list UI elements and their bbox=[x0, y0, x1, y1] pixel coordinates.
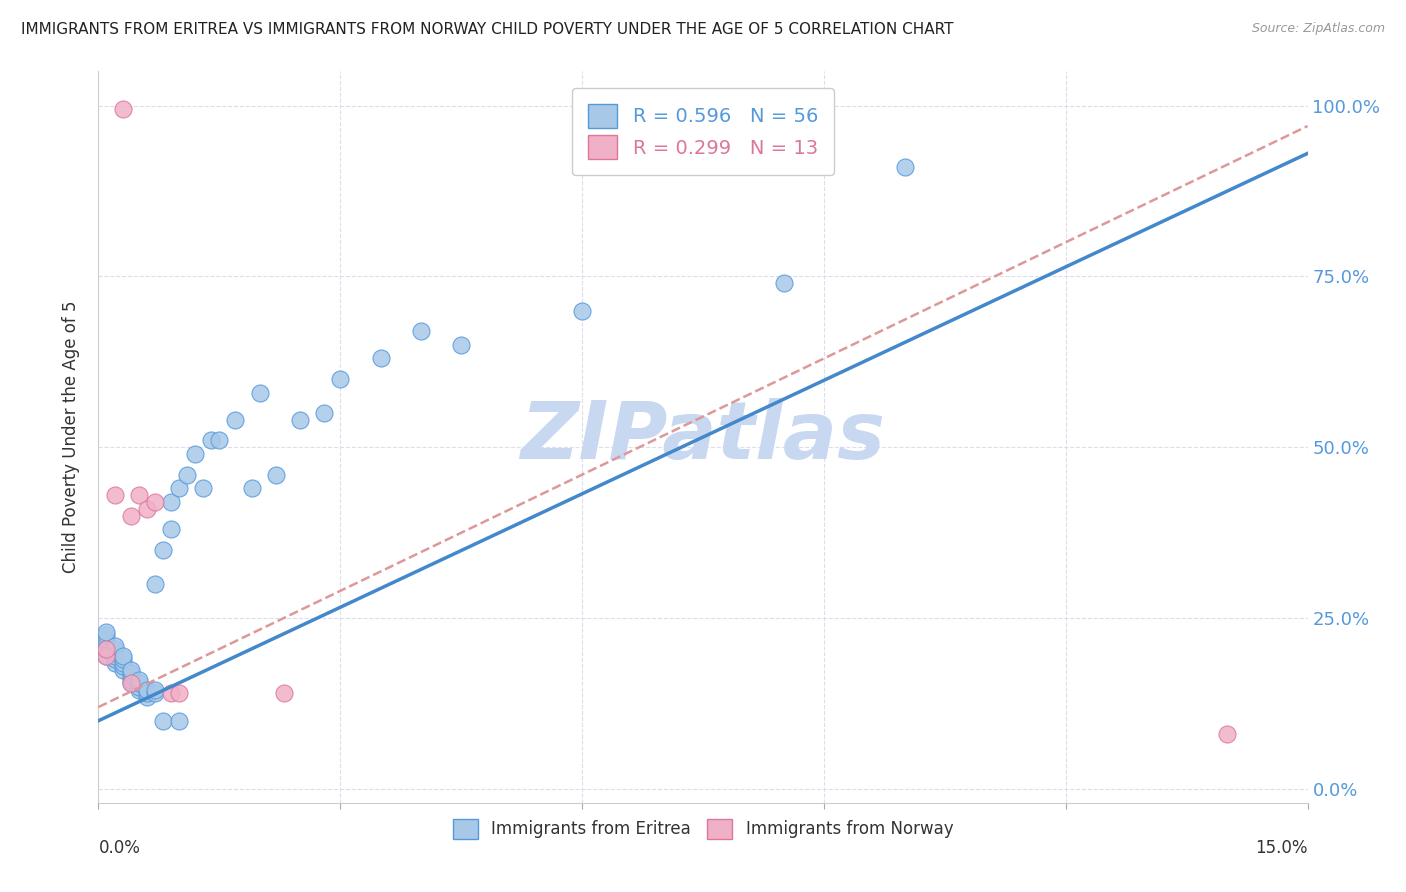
Point bbox=[409, 324, 432, 338]
Point bbox=[128, 683, 150, 698]
Point bbox=[167, 481, 190, 495]
Point bbox=[167, 686, 190, 700]
Point bbox=[120, 663, 142, 677]
Point bbox=[96, 632, 118, 646]
Point bbox=[96, 624, 118, 639]
Point bbox=[264, 467, 287, 482]
Point bbox=[128, 488, 150, 502]
Point bbox=[167, 714, 190, 728]
Point bbox=[143, 686, 166, 700]
Point bbox=[160, 522, 183, 536]
Point bbox=[224, 413, 246, 427]
Text: ZIPatlas: ZIPatlas bbox=[520, 398, 886, 476]
Point bbox=[96, 642, 118, 657]
Point bbox=[103, 642, 125, 657]
Point bbox=[143, 495, 166, 509]
Point bbox=[128, 673, 150, 687]
Point bbox=[111, 652, 134, 666]
Point bbox=[152, 714, 174, 728]
Point bbox=[120, 665, 142, 680]
Point bbox=[772, 277, 794, 291]
Point bbox=[135, 683, 157, 698]
Y-axis label: Child Poverty Under the Age of 5: Child Poverty Under the Age of 5 bbox=[62, 301, 80, 574]
Point bbox=[184, 447, 207, 461]
Point bbox=[103, 488, 125, 502]
Point bbox=[288, 413, 311, 427]
Point bbox=[128, 676, 150, 690]
Point bbox=[135, 501, 157, 516]
Point bbox=[208, 434, 231, 448]
Point bbox=[160, 495, 183, 509]
Point bbox=[120, 676, 142, 690]
Point bbox=[120, 508, 142, 523]
Point bbox=[135, 690, 157, 704]
Text: 0.0%: 0.0% bbox=[98, 839, 141, 857]
Point bbox=[103, 656, 125, 670]
Point bbox=[273, 686, 295, 700]
Point bbox=[111, 102, 134, 116]
Point bbox=[111, 663, 134, 677]
Point bbox=[176, 467, 198, 482]
Point bbox=[249, 385, 271, 400]
Point bbox=[893, 160, 915, 174]
Point bbox=[152, 542, 174, 557]
Point bbox=[103, 639, 125, 653]
Point bbox=[111, 659, 134, 673]
Point bbox=[571, 303, 593, 318]
Point bbox=[120, 673, 142, 687]
Point bbox=[120, 676, 142, 690]
Text: 15.0%: 15.0% bbox=[1256, 839, 1308, 857]
Legend: Immigrants from Eritrea, Immigrants from Norway: Immigrants from Eritrea, Immigrants from… bbox=[446, 812, 960, 846]
Point bbox=[103, 645, 125, 659]
Point bbox=[96, 648, 118, 663]
Point bbox=[314, 406, 336, 420]
Point bbox=[120, 669, 142, 683]
Text: Source: ZipAtlas.com: Source: ZipAtlas.com bbox=[1251, 22, 1385, 36]
Point bbox=[96, 642, 118, 657]
Point bbox=[111, 648, 134, 663]
Point bbox=[96, 648, 118, 663]
Point bbox=[111, 656, 134, 670]
Point bbox=[200, 434, 222, 448]
Point bbox=[450, 338, 472, 352]
Point bbox=[143, 683, 166, 698]
Point bbox=[240, 481, 263, 495]
Point bbox=[1216, 727, 1239, 741]
Text: IMMIGRANTS FROM ERITREA VS IMMIGRANTS FROM NORWAY CHILD POVERTY UNDER THE AGE OF: IMMIGRANTS FROM ERITREA VS IMMIGRANTS FR… bbox=[21, 22, 953, 37]
Point bbox=[128, 680, 150, 694]
Point bbox=[103, 652, 125, 666]
Point bbox=[96, 628, 118, 642]
Point bbox=[160, 686, 183, 700]
Point bbox=[103, 648, 125, 663]
Point bbox=[193, 481, 215, 495]
Point bbox=[143, 577, 166, 591]
Point bbox=[329, 372, 352, 386]
Point bbox=[370, 351, 392, 366]
Point bbox=[96, 635, 118, 649]
Point bbox=[135, 686, 157, 700]
